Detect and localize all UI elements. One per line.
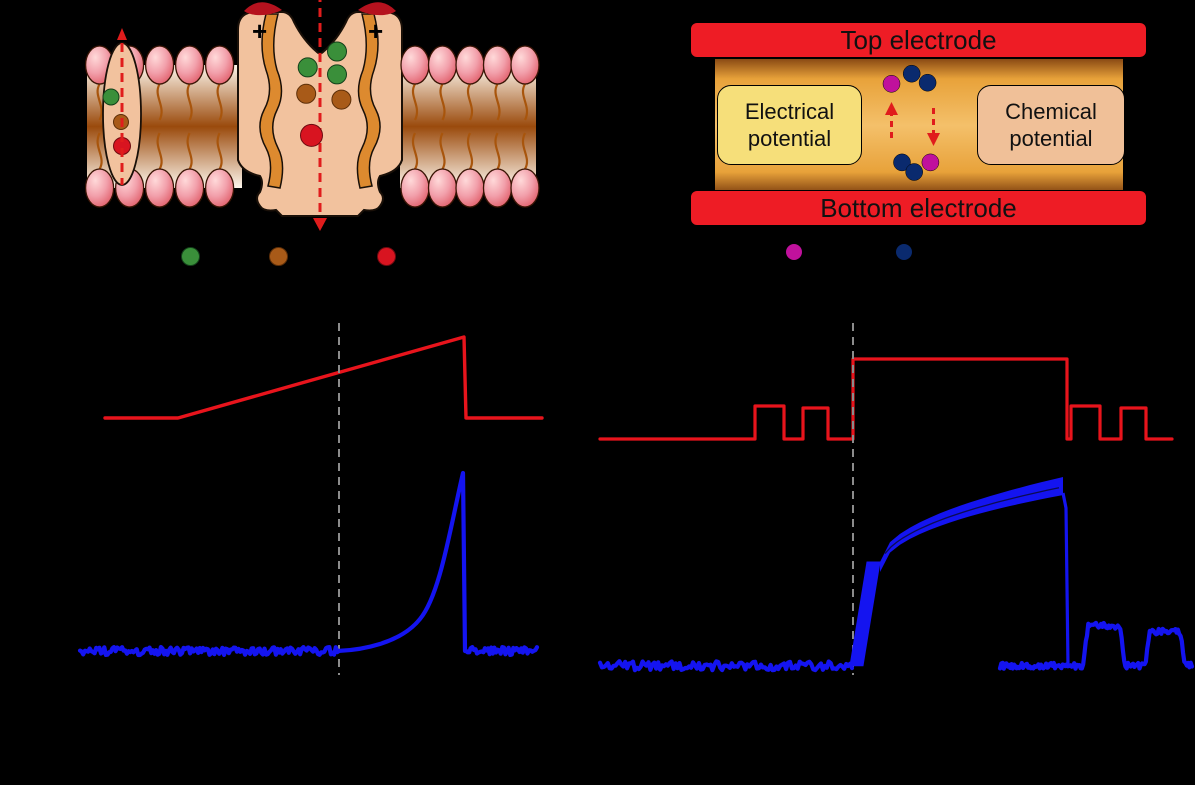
svg-text:+: +	[252, 16, 267, 46]
svg-text:+: +	[368, 16, 383, 46]
